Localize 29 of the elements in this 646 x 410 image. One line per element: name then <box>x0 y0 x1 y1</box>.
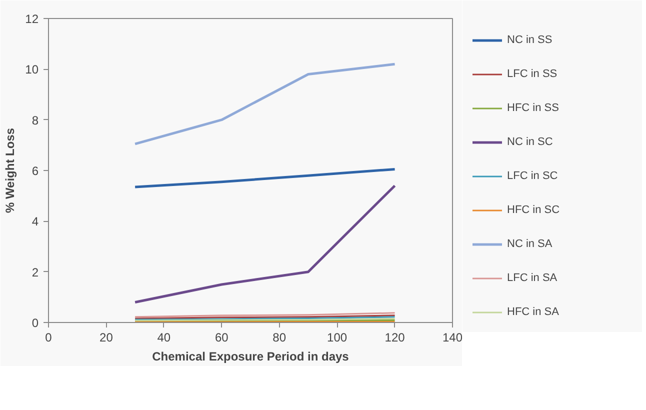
x-tick-label: 120 <box>384 330 406 344</box>
line-series <box>134 168 396 188</box>
y-tick-label: 2 <box>32 265 39 280</box>
legend-label: HFC in SA <box>507 306 559 318</box>
y-tick-label: 10 <box>25 62 39 77</box>
legend-label: LFC in SA <box>507 272 558 284</box>
legend-label: NC in SC <box>507 136 553 148</box>
x-axis-title: Chemical Exposure Period in days <box>152 350 350 364</box>
legend-label: LFC in SS <box>507 68 558 80</box>
line-series <box>134 184 396 304</box>
y-tick-label: 0 <box>32 316 39 330</box>
y-tick-label: 8 <box>32 113 39 128</box>
legend-label: HFC in SC <box>507 204 560 216</box>
y-tick-label: 4 <box>32 214 39 229</box>
y-tick-label: 6 <box>32 164 39 178</box>
x-tick-label: 40 <box>157 330 171 344</box>
y-tick-label: 12 <box>25 12 39 26</box>
y-axis-title: % Weight Loss <box>3 128 18 214</box>
x-tick-label: 20 <box>100 330 114 344</box>
x-tick-label: 140 <box>442 330 463 344</box>
x-tick-label: 0 <box>45 330 52 344</box>
x-tick-label: 100 <box>327 330 348 344</box>
line-series <box>134 62 396 146</box>
legend-label: NC in SS <box>507 34 552 46</box>
x-tick-label: 60 <box>214 330 229 344</box>
legend-label: NC in SA <box>507 238 552 250</box>
legend-label: LFC in SC <box>507 170 558 182</box>
legend-label: HFC in SS <box>507 102 559 114</box>
x-tick-label: 80 <box>272 330 286 344</box>
